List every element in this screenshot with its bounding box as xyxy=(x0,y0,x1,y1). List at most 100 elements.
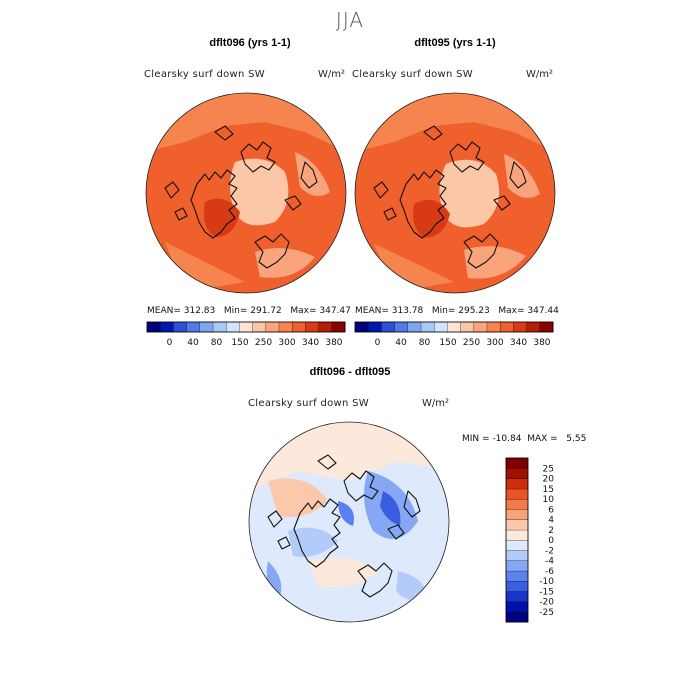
panel-3-map-contour-region xyxy=(308,557,378,587)
panel-3-colorbar-tick-label: -10 xyxy=(539,577,554,587)
panel-2-colorbar-swatch xyxy=(381,321,396,333)
panel-1-map-coastline xyxy=(190,169,238,239)
panel-3-map-boundary xyxy=(248,421,450,623)
panel-2-map-coastline xyxy=(509,161,527,189)
panel-2-colorbar-swatch xyxy=(420,321,435,333)
panel-2-title: dflt095 (yrs 1-1) xyxy=(414,37,496,49)
panel-1-colorbar-swatch xyxy=(265,321,280,333)
panel-2-map-coastline xyxy=(373,181,389,199)
panel-3-colorbar-frame xyxy=(505,457,529,623)
panel-1-mean-label: MEAN= xyxy=(147,306,181,316)
panel-3-colorbar-swatch xyxy=(505,457,529,469)
panel-3-map-coastline xyxy=(343,470,379,502)
panel-2-colorbar-tick-label: 0 xyxy=(375,338,381,348)
panel-1-colorbar-swatch xyxy=(292,321,306,333)
panel-2-max-value: 347.44 xyxy=(527,306,559,316)
panel-1-colorbar-swatch xyxy=(226,321,240,333)
panel-1-variable-label: Clearsky surf down SW xyxy=(144,69,265,80)
panel-1-colorbar-tick-label: 250 xyxy=(255,338,272,348)
panel-3-map-coastline xyxy=(403,490,421,518)
panel-2-colorbar-swatch xyxy=(486,321,501,333)
panel-3-colorbar-swatch xyxy=(505,611,529,623)
panel-2-colorbar-swatch xyxy=(539,321,554,333)
panel-3-map-contour-region xyxy=(380,491,401,526)
panel-1-map-coastline xyxy=(174,207,188,221)
panel-3-stats: MIN = -10.84 MAX = 5.55 xyxy=(462,434,586,444)
panel-3-map-coastline xyxy=(387,524,405,540)
panel-2-mean-value: 313.78 xyxy=(391,306,424,316)
panel-1-colorbar-swatch xyxy=(331,321,346,333)
panel-2-mean-label: MEAN= xyxy=(355,306,389,316)
panel-3-colorbar-swatch xyxy=(505,591,529,602)
panel-3-colorbar-tick-label: -20 xyxy=(539,598,554,608)
panel-3-map-coastline xyxy=(293,498,341,568)
panel-2-map-coastline xyxy=(493,195,511,211)
panel-2-colorbar-tick-label: 300 xyxy=(486,338,503,348)
panel-2-colorbar-swatch xyxy=(354,321,369,333)
panel-1-map-boundary xyxy=(145,92,347,294)
panel-1-map-contour-region xyxy=(295,152,330,196)
panel-1-max-label: Max= xyxy=(290,306,317,316)
panel-2-map-coastline xyxy=(399,169,447,239)
panel-1-map-contour-region xyxy=(255,248,315,278)
panel-3-colorbar-swatch xyxy=(505,550,529,561)
panel-1-map-coastline xyxy=(214,125,234,141)
panel-1-colorbar-tick-label: 380 xyxy=(325,338,342,348)
panel-3-colorbar-swatch xyxy=(505,560,529,572)
panel-2-units: W/m² xyxy=(526,69,554,80)
panel-1-colorbar-tick-label: 340 xyxy=(302,338,319,348)
panel-3-colorbar-swatch xyxy=(505,519,529,531)
panel-1-max-value: 347.47 xyxy=(319,306,351,316)
panel-1-colorbar-swatch xyxy=(305,321,320,333)
panel-1-colorbar: 0 40 80 150 250 300 340 380 xyxy=(146,321,346,348)
panel-3-map-contour-region xyxy=(249,422,449,491)
main-title: JJA xyxy=(335,8,365,32)
panel-1-colorbar-swatch xyxy=(252,321,267,333)
panel-2-colorbar-tick-label: 340 xyxy=(510,338,527,348)
panel-2-map-coastline xyxy=(449,141,485,173)
panel-2-colorbar-swatch xyxy=(513,321,528,333)
panel-1-map xyxy=(145,92,347,294)
panel-3-colorbar-tick-label: -15 xyxy=(539,587,554,597)
panel-3-colorbar-swatch xyxy=(505,478,529,490)
panel-2-colorbar-swatch xyxy=(394,321,409,333)
panel-1-colorbar-swatch xyxy=(278,321,293,333)
panel-1-colorbar-swatch xyxy=(318,321,333,333)
panel-1-map-coastline xyxy=(254,233,290,269)
panel-1-mean-value: 312.83 xyxy=(183,306,216,316)
panel-3-map-contour-region xyxy=(338,501,354,526)
panel-3-colorbar-tick-label: 6 xyxy=(548,505,554,515)
panel-2-colorbar-swatch xyxy=(368,321,382,333)
panel-3-colorbar-swatch xyxy=(505,539,529,551)
panel-1-colorbar-swatch xyxy=(146,321,161,333)
panel-2-colorbar-tick-label: 150 xyxy=(439,338,456,348)
panel-1-stats: MEAN= 312.83 Min= 291.72 Max= 347.47 xyxy=(147,306,351,316)
panel-3-colorbar-tick-label: 15 xyxy=(543,485,554,495)
panel-2-map-coastline xyxy=(423,125,443,141)
panel-2-colorbar-frame xyxy=(354,321,554,333)
panel-3-colorbar-tick-label: 25 xyxy=(543,464,554,474)
panel-2-stats: MEAN= 313.78 Min= 295.23 Max= 347.44 xyxy=(355,306,559,316)
panel-1-colorbar-swatch xyxy=(186,321,201,333)
panel-2-colorbar-swatch xyxy=(460,321,475,333)
panel-3-colorbar-swatch xyxy=(505,601,529,613)
panel-3-colorbar-tick-label: 10 xyxy=(543,495,555,505)
panel-3-colorbar-tick-label: 0 xyxy=(548,536,554,546)
panel-3-max-label: MAX = xyxy=(527,434,558,444)
panel-1-colorbar-frame xyxy=(146,321,346,333)
panel-1-colorbar-swatch xyxy=(212,321,227,333)
panel-1-colorbar-tick-label: 40 xyxy=(187,338,199,348)
panel-2-map xyxy=(354,92,556,294)
panel-3-colorbar-swatch xyxy=(505,468,529,479)
panel-2-colorbar: 0 40 80 150 250 300 340 380 xyxy=(354,321,554,348)
panel-2-colorbar-swatch xyxy=(407,321,422,333)
panel-3-map-coastline xyxy=(357,562,393,598)
panel-3-colorbar-swatch xyxy=(505,509,529,520)
panel-3-map xyxy=(248,421,450,623)
panel-3-colorbar-tick-label: 4 xyxy=(548,516,554,526)
panel-1-units: W/m² xyxy=(318,69,346,80)
panel-2-map-boundary xyxy=(354,92,556,294)
panel-2-colorbar-swatch xyxy=(434,321,448,333)
panel-2-colorbar-swatch xyxy=(500,321,514,333)
panel-2-map-coastline xyxy=(463,233,499,269)
